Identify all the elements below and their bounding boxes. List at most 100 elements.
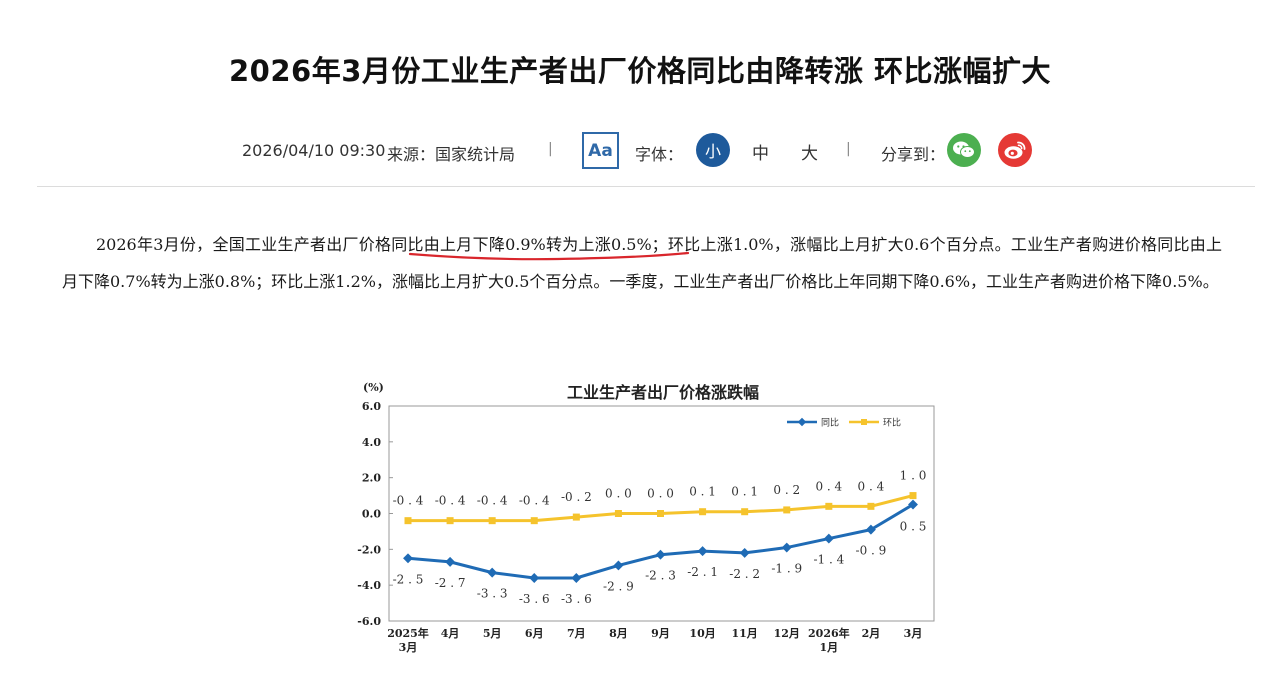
data-point-mom [699,508,707,516]
font-size-large-button[interactable]: 大 [801,144,818,164]
data-label-yoy: -3 . 6 [561,592,592,606]
data-label-yoy: -0 . 9 [856,544,887,558]
data-label-mom: 0 . 1 [731,485,758,499]
data-label-mom: 0 . 4 [815,479,842,493]
data-label-mom: 0 . 0 [605,487,632,501]
data-point-yoy [865,524,876,535]
x-tick-label: 2025年 [387,626,429,640]
paragraph-text-start: 2026年3月份，全国工业生产者出厂价格 [96,235,392,254]
handdrawn-underline [408,251,690,261]
x-tick-label: 7月 [567,627,586,640]
legend-label: 同比 [821,417,839,429]
share-weibo-button[interactable] [998,133,1032,167]
data-label-yoy: -2 . 5 [393,572,424,586]
data-point-mom [614,510,622,517]
x-tick-label: 11月 [732,627,758,640]
data-point-mom [446,517,454,525]
legend-label: 环比 [883,417,901,429]
data-label-yoy: 0 . 5 [900,520,927,534]
data-point-mom [530,517,538,525]
x-tick-label: 3月 [904,627,923,640]
x-tick-label: 2026年 [808,626,850,640]
legend-marker [861,419,867,425]
meta-separator: | [846,141,851,157]
data-label-yoy: -2 . 7 [435,576,466,590]
data-point-mom [783,506,791,514]
x-tick-label: 5月 [483,627,502,640]
font-size-toggle-button[interactable]: Aa [582,132,619,169]
data-label-yoy: -1 . 4 [813,553,844,567]
y-tick-label: 0.0 [362,508,381,521]
wechat-icon [953,141,975,158]
data-point-mom [488,517,496,525]
x-tick-label: 10月 [689,627,715,640]
x-tick-label: 9月 [651,627,670,640]
meta-separator: | [548,141,553,157]
data-label-mom: -0 . 4 [393,494,424,508]
weibo-icon [1004,141,1026,159]
legend-marker [797,417,807,427]
data-label-mom: 0 . 4 [858,479,885,493]
data-label-mom: 1 . 0 [900,469,927,483]
data-point-mom [909,492,917,500]
data-label-yoy: -2 . 3 [645,569,676,583]
y-tick-label: 4.0 [362,436,381,449]
data-point-mom [572,513,580,521]
ppi-chart: 工业生产者出厂价格涨跌幅 (%) 6.0 4.0 2.0 0.0 -2.0 -4.0 -6.… [355,372,945,667]
data-point-yoy [529,573,540,583]
font-size-medium-button[interactable]: 中 [752,144,769,164]
ppi-line-chart: 工业生产者出厂价格涨跌幅 (%) 6.0 4.0 2.0 0.0 -2.0 -4.0 -6.… [357,381,935,654]
data-point-yoy [613,560,624,571]
y-axis-unit: (%) [363,381,384,394]
article-source: 来源：国家统计局 [387,145,516,164]
data-point-mom [741,508,749,516]
data-point-mom [825,502,833,510]
article-meta-bar: 2026/04/10 09:30 来源：国家统计局 | Aa 字体： 小 中 大… [0,130,1280,170]
header-divider [37,186,1255,187]
y-tick-label: -4.0 [357,579,381,592]
x-tick-label: 12月 [774,627,800,640]
data-point-yoy [403,553,413,564]
paragraph-highlight: 同比由上月下降0.9%转为上涨0.5% [391,235,652,254]
share-label: 分享到： [881,145,946,164]
publish-datetime: 2026/04/10 09:30 [242,141,386,160]
data-point-yoy [781,542,792,553]
data-label-yoy: -2 . 2 [729,567,760,581]
share-wechat-button[interactable] [947,133,981,167]
article-paragraph: 2026年3月份，全国工业生产者出厂价格同比由上月下降0.9%转为上涨0.5%；… [62,226,1222,300]
y-tick-label: 6.0 [362,400,381,413]
data-point-mom [657,510,664,517]
x-tick-label: 2月 [862,627,881,640]
data-label-mom: -0 . 4 [477,494,508,508]
data-label-yoy: -3 . 6 [519,592,550,606]
data-label-mom: 0 . 0 [647,487,674,501]
data-label-yoy: -2 . 1 [687,565,718,579]
font-size-small-button[interactable]: 小 [696,133,730,167]
data-point-mom [404,517,412,525]
x-tick-label: 1月 [820,641,839,654]
data-point-yoy [487,567,498,578]
data-point-yoy [739,547,750,558]
data-point-mom [867,502,875,510]
data-label-yoy: -2 . 9 [603,579,634,593]
data-label-mom: -0 . 2 [561,490,592,504]
data-label-yoy: -1 . 9 [771,562,802,576]
data-point-yoy [445,556,456,567]
data-label-mom: 0 . 2 [773,483,800,497]
data-point-yoy [571,573,582,583]
data-label-yoy: -3 . 3 [477,587,508,601]
y-tick-label: -2.0 [357,543,381,556]
font-size-label: 字体： [635,145,684,164]
x-tick-label: 4月 [441,627,460,640]
x-tick-label: 6月 [525,627,544,640]
data-label-mom: 0 . 1 [689,485,716,499]
y-tick-label: 2.0 [362,472,381,485]
page-title: 2026年3月份工业生产者出厂价格同比由降转涨 环比涨幅扩大 [229,54,1051,88]
data-point-yoy [697,546,708,557]
data-label-mom: -0 . 4 [519,494,550,508]
x-tick-label: 3月 [399,641,418,654]
data-point-yoy [655,549,666,560]
y-tick-label: -6.0 [357,615,381,628]
data-point-yoy [908,499,918,510]
data-point-yoy [823,533,834,544]
